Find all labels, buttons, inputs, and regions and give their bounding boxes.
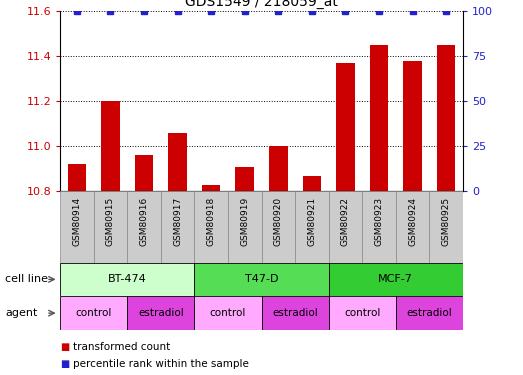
Text: BT-474: BT-474 xyxy=(108,274,146,284)
Text: control: control xyxy=(344,308,380,318)
Text: GSM80917: GSM80917 xyxy=(173,197,182,246)
Text: GSM80918: GSM80918 xyxy=(207,197,215,246)
Text: GSM80923: GSM80923 xyxy=(374,197,383,246)
Bar xyxy=(370,45,388,191)
Bar xyxy=(195,191,228,262)
Bar xyxy=(60,191,94,262)
Text: GSM80919: GSM80919 xyxy=(240,197,249,246)
Text: agent: agent xyxy=(5,308,38,318)
Bar xyxy=(269,146,288,191)
Bar xyxy=(437,45,456,191)
Bar xyxy=(195,262,328,296)
Bar xyxy=(161,191,195,262)
Bar xyxy=(94,191,127,262)
Bar xyxy=(262,191,295,262)
Bar xyxy=(362,191,396,262)
Bar xyxy=(60,262,195,296)
Bar xyxy=(429,191,463,262)
Bar xyxy=(262,296,328,330)
Text: estradiol: estradiol xyxy=(272,308,318,318)
Text: T47-D: T47-D xyxy=(245,274,278,284)
Bar xyxy=(328,262,463,296)
Text: GSM80916: GSM80916 xyxy=(140,197,149,246)
Bar xyxy=(303,176,321,191)
Text: GSM80925: GSM80925 xyxy=(441,197,451,246)
Text: GSM80915: GSM80915 xyxy=(106,197,115,246)
Bar xyxy=(295,191,328,262)
Bar xyxy=(235,166,254,191)
Text: percentile rank within the sample: percentile rank within the sample xyxy=(73,359,249,369)
Bar xyxy=(168,133,187,191)
Bar xyxy=(202,184,220,191)
Text: GSM80914: GSM80914 xyxy=(72,197,82,246)
Bar xyxy=(195,296,262,330)
Text: cell line: cell line xyxy=(5,274,48,284)
Bar xyxy=(228,191,262,262)
Text: GSM80922: GSM80922 xyxy=(341,197,350,246)
Title: GDS1549 / 218059_at: GDS1549 / 218059_at xyxy=(185,0,338,9)
Bar xyxy=(67,164,86,191)
Text: GSM80924: GSM80924 xyxy=(408,197,417,246)
Text: estradiol: estradiol xyxy=(406,308,452,318)
Text: MCF-7: MCF-7 xyxy=(378,274,413,284)
Bar xyxy=(127,296,195,330)
Text: transformed count: transformed count xyxy=(73,342,170,352)
Bar xyxy=(396,296,463,330)
Bar xyxy=(60,296,127,330)
Text: control: control xyxy=(210,308,246,318)
Text: estradiol: estradiol xyxy=(138,308,184,318)
Bar xyxy=(328,191,362,262)
Bar xyxy=(101,101,120,191)
Text: control: control xyxy=(75,308,112,318)
Text: ■: ■ xyxy=(60,359,70,369)
Text: GSM80920: GSM80920 xyxy=(274,197,283,246)
Text: ■: ■ xyxy=(60,342,70,352)
Bar xyxy=(135,155,153,191)
Bar xyxy=(328,296,396,330)
Text: GSM80921: GSM80921 xyxy=(308,197,316,246)
Bar xyxy=(127,191,161,262)
Bar xyxy=(403,61,422,191)
Bar xyxy=(336,63,355,191)
Bar xyxy=(396,191,429,262)
